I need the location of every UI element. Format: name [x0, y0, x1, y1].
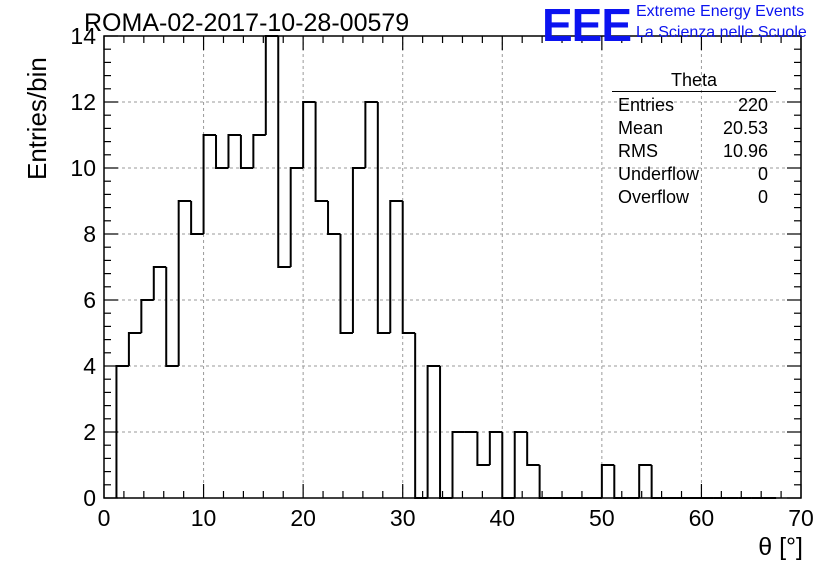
stats-value: 10.96	[722, 141, 768, 161]
stats-label: Mean	[618, 118, 664, 138]
stats-row-mean: Mean 20.53	[612, 117, 776, 140]
histogram-bin	[613, 465, 627, 499]
histogram-bin	[513, 431, 528, 498]
plot-title: ROMA-02-2017-10-28-00579	[84, 9, 410, 37]
histogram-bin	[152, 266, 167, 300]
stats-row-overflow: Overflow 0	[612, 186, 776, 209]
histogram-bin	[426, 365, 441, 498]
plot-frame	[103, 35, 802, 499]
y-tick-label: 8	[83, 221, 96, 247]
histogram-bin	[538, 465, 553, 499]
stats-label: Entries	[618, 95, 675, 115]
eee-subtitle-line2: La Scienza nelle Scuole	[636, 24, 807, 41]
x-tick-label: 70	[788, 505, 814, 531]
eee-logo: EEE	[542, 0, 632, 51]
x-tick-label: 60	[689, 505, 715, 531]
y-tick-label: 2	[83, 419, 96, 445]
histogram-bin	[177, 200, 192, 366]
stats-label: Underflow	[618, 164, 700, 184]
x-tick-label: 0	[98, 505, 111, 531]
histogram-bin	[127, 332, 142, 366]
stats-value: 220	[737, 95, 768, 115]
histogram-bin	[165, 267, 179, 367]
histogram-bin	[239, 135, 254, 169]
histogram-bin	[351, 167, 366, 333]
y-tick-label: 0	[83, 485, 96, 511]
histogram-bin	[401, 201, 416, 334]
histogram-bin	[526, 432, 540, 466]
stats-row-rms: RMS 10.96	[612, 140, 776, 163]
stats-row-underflow: Underflow 0	[612, 163, 776, 186]
histogram-bin	[488, 431, 503, 465]
x-tick-label: 40	[489, 505, 515, 531]
histogram-bin	[302, 101, 316, 168]
x-tick-label: 30	[390, 505, 416, 531]
y-tick-label: 14	[70, 23, 96, 49]
y-tick-label: 4	[83, 353, 96, 379]
histogram-bin	[451, 431, 465, 498]
y-tick-label: 12	[70, 89, 96, 115]
histogram-bin	[277, 36, 291, 268]
x-tick-label: 50	[589, 505, 615, 531]
stats-label: Overflow	[618, 187, 690, 207]
x-tick-label: 20	[290, 505, 316, 531]
eee-subtitle-line1: Extreme Energy Events	[636, 3, 805, 20]
histogram-bin	[376, 102, 391, 334]
y-axis-label: Entries/bin	[22, 57, 52, 180]
histogram-bin	[252, 134, 266, 168]
histogram-bin	[215, 135, 229, 169]
histogram-bin	[264, 35, 279, 135]
x-tick-label: 10	[191, 505, 217, 531]
histogram-bin	[140, 299, 154, 333]
histogram-bin	[227, 134, 241, 168]
histogram-bin	[327, 201, 341, 235]
histogram-bin	[202, 134, 217, 234]
stats-label: RMS	[618, 141, 658, 161]
histogram-bin	[339, 234, 353, 334]
histogram-bin	[190, 201, 204, 235]
stats-value: 0	[757, 164, 768, 184]
histogram-bin	[389, 200, 403, 333]
stats-title: Theta	[612, 70, 776, 92]
y-tick-label: 6	[83, 287, 96, 313]
histogram-bin	[476, 432, 490, 466]
stats-box: Theta Entries 220 Mean 20.53 RMS 10.96 U…	[612, 70, 776, 209]
histogram-bin	[638, 464, 652, 498]
histogram-bin	[414, 333, 428, 499]
histogram-bin	[289, 167, 304, 267]
histogram-bin	[650, 465, 665, 499]
stats-row-entries: Entries 220	[612, 94, 776, 117]
histogram-bin	[364, 101, 378, 168]
histogram-bin	[600, 464, 615, 498]
x-axis-label: θ [°]	[758, 533, 803, 561]
histogram-bin	[501, 432, 515, 499]
histogram-bin	[314, 102, 329, 202]
stats-value: 20.53	[722, 118, 768, 138]
stats-value: 0	[757, 187, 768, 207]
y-tick-label: 10	[70, 155, 96, 181]
